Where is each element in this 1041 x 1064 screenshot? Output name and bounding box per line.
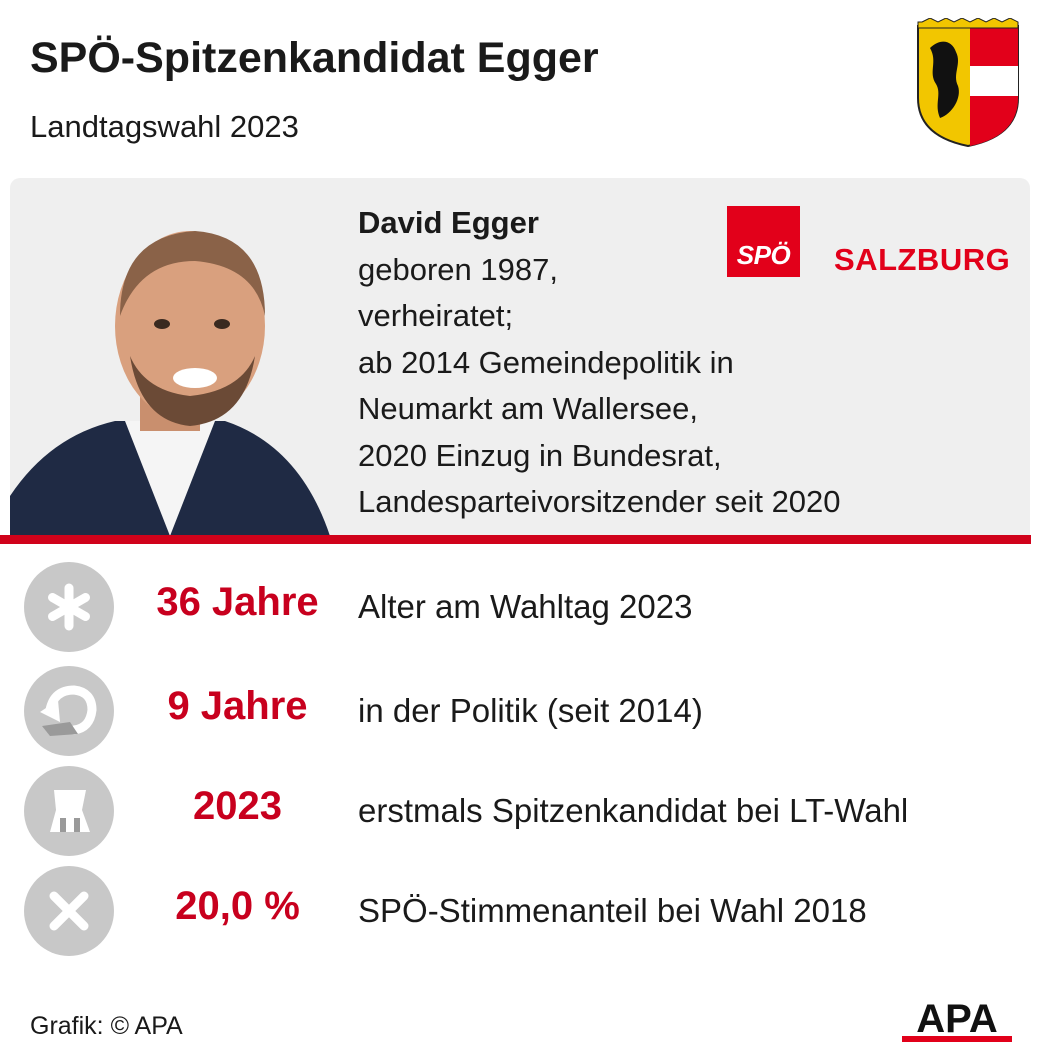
fact-row-vote-share: 20,0 % SPÖ-Stimmenanteil bei Wahl 2018 <box>0 866 1041 962</box>
fact-row-age: 36 Jahre Alter am Wahltag 2023 <box>0 562 1041 658</box>
spoe-logo-icon: SPÖ <box>727 206 800 277</box>
bio-line: 2020 Einzug in Bundesrat, <box>358 437 722 473</box>
fact-value: 36 Jahre <box>156 580 319 624</box>
fact-row-candidacy: 2023 erstmals Spitzenkandidat bei LT-Wah… <box>0 766 1041 862</box>
fact-value: 20,0 % <box>175 884 300 928</box>
candidate-portrait <box>10 231 330 536</box>
profile-panel: David Egger geboren 1987, verheiratet; a… <box>10 178 1030 536</box>
candidate-name: David Egger <box>358 205 539 240</box>
placard-icon <box>24 766 114 856</box>
cross-icon <box>24 866 114 956</box>
party-logo-text: SALZBURG <box>834 242 1011 277</box>
page-title: SPÖ-Spitzenkandidat Egger <box>30 34 599 82</box>
apa-logo-icon: APA <box>902 997 1012 1042</box>
credit-text: Grafik: © APA <box>30 1012 183 1040</box>
page-subtitle: Landtagswahl 2023 <box>30 109 299 144</box>
apa-logo-text: APA <box>916 997 997 1041</box>
fact-value: 2023 <box>193 784 282 828</box>
curved-arrow-icon <box>24 666 114 756</box>
bio-line: Neumarkt am Wallersee, <box>358 391 698 426</box>
bio-line: Landesparteivorsitzender seit 2020 <box>358 484 841 519</box>
salzburg-coat-of-arms-icon <box>917 18 1019 148</box>
candidate-bio: David Egger geboren 1987, verheiratet; a… <box>358 200 841 526</box>
bio-line: verheiratet; <box>358 298 514 333</box>
fact-label: SPÖ-Stimmenanteil bei Wahl 2018 <box>358 892 867 929</box>
bio-line: ab 2014 Gemeindepolitik in <box>358 344 734 380</box>
fact-label: Alter am Wahltag 2023 <box>358 588 693 625</box>
panel-divider <box>0 535 1031 544</box>
fact-label: erstmals Spitzenkandidat bei LT-Wahl <box>358 792 909 829</box>
logo-box-text: SPÖ <box>736 240 791 270</box>
asterisk-icon <box>24 562 114 652</box>
bio-line: geboren 1987, <box>358 251 558 287</box>
fact-value: 9 Jahre <box>167 684 308 728</box>
fact-row-politics: 9 Jahre in der Politik (seit 2014) <box>0 666 1041 762</box>
fact-label: in der Politik (seit 2014) <box>358 692 703 729</box>
